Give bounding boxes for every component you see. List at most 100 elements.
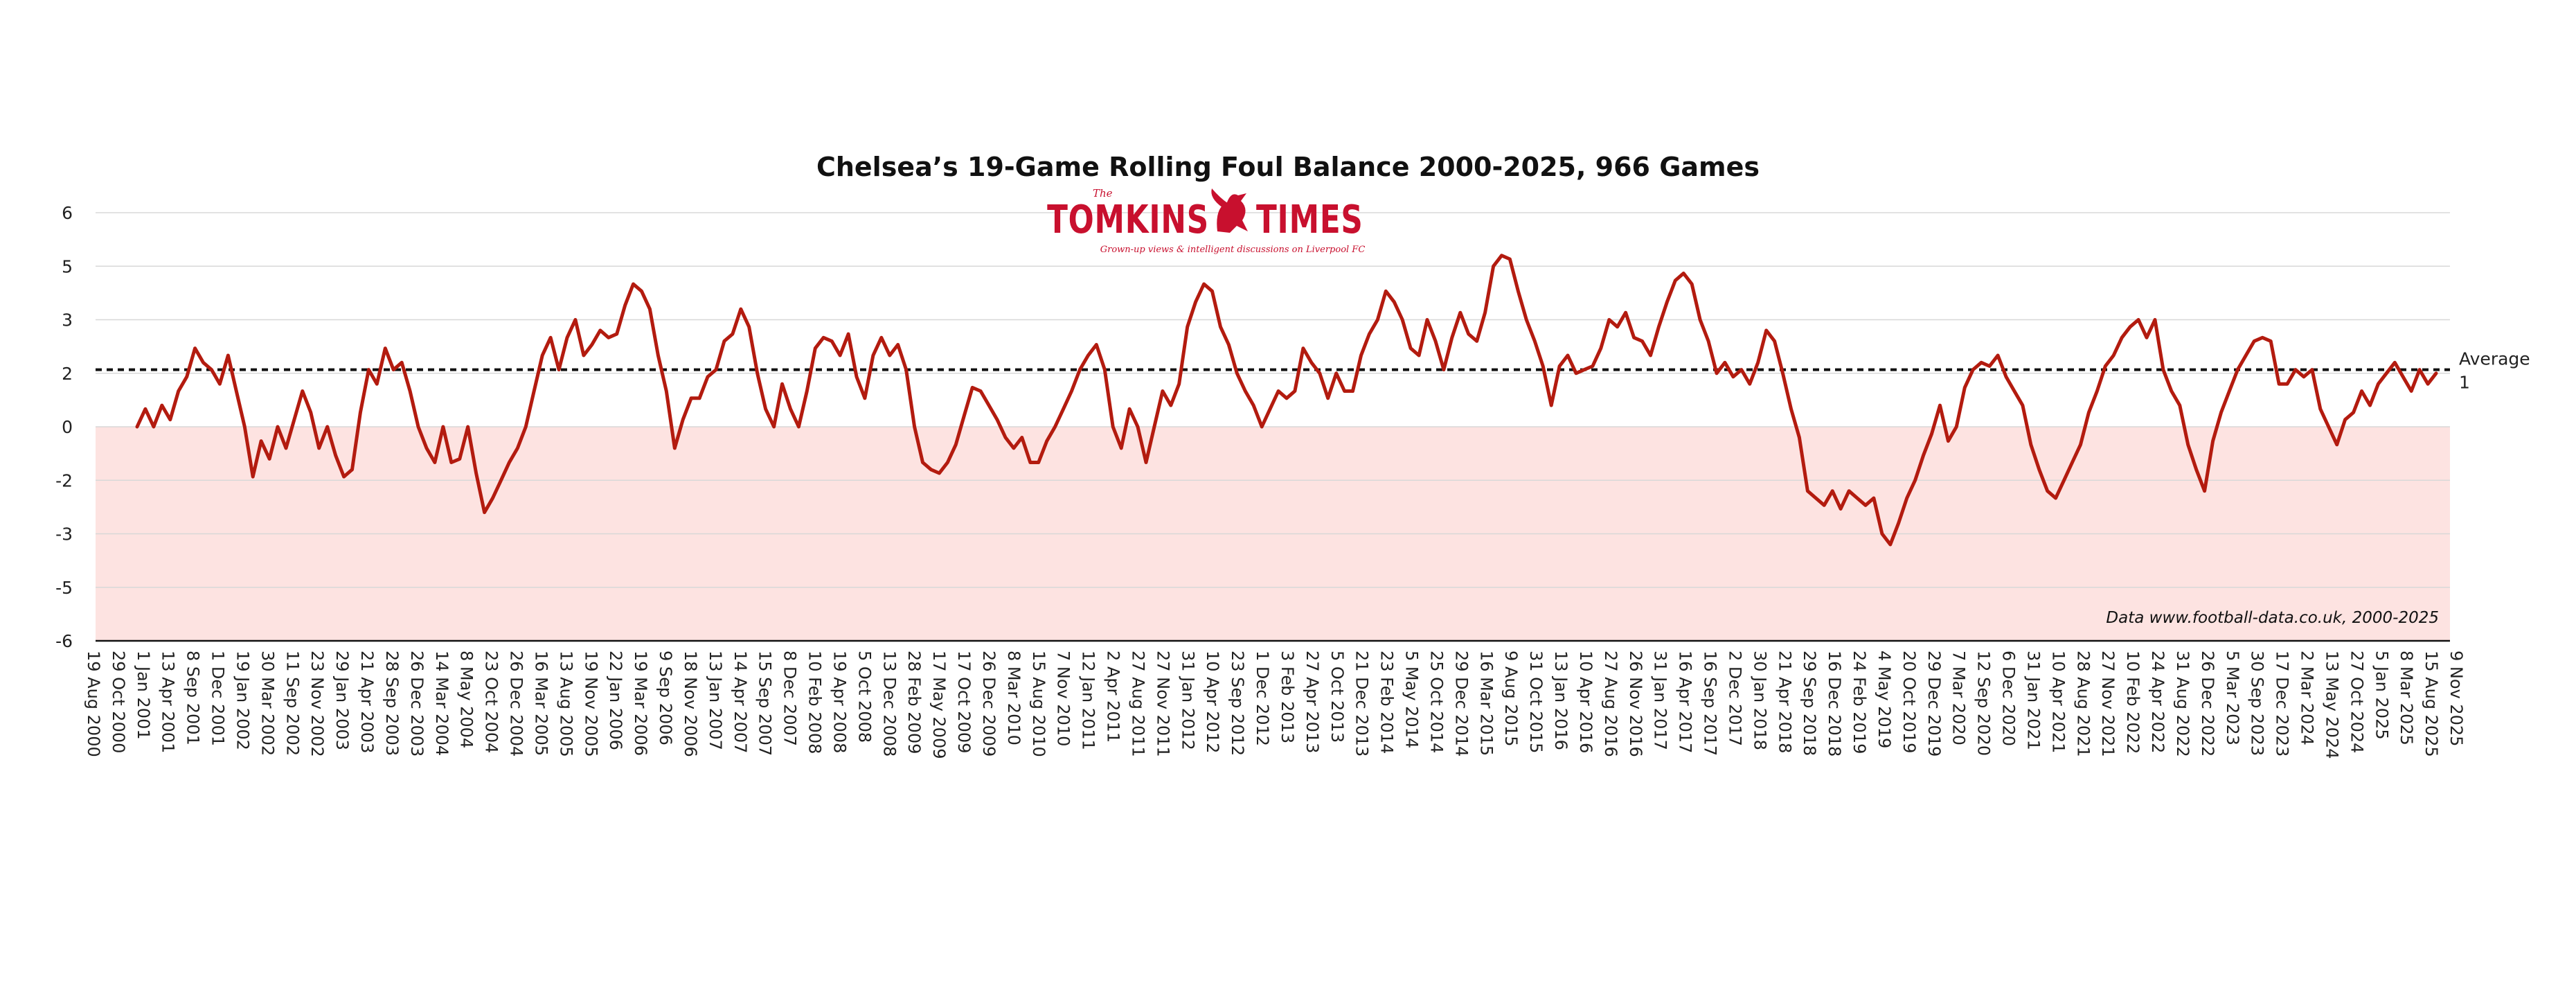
x-tick-label: 1 Dec 2001 — [208, 651, 228, 746]
x-tick-label: 29 Sep 2018 — [1800, 651, 1819, 756]
x-tick-label: 24 Feb 2019 — [1850, 651, 1869, 754]
x-tick-label: 26 Dec 2022 — [2198, 651, 2217, 757]
x-tick-label: 1 Jan 2001 — [134, 651, 153, 740]
x-tick-label: 29 Jan 2003 — [332, 651, 352, 750]
x-tick-label: 23 Oct 2004 — [482, 651, 501, 753]
x-tick-label: 24 Apr 2022 — [2148, 651, 2167, 753]
x-tick-label: 29 Oct 2000 — [109, 651, 128, 753]
x-tick-label: 27 Aug 2016 — [1601, 651, 1620, 757]
x-tick-label: 2 Dec 2017 — [1725, 651, 1744, 746]
x-tick-label: 31 Aug 2022 — [2173, 651, 2192, 757]
logo-name-right: TIMES — [1256, 197, 1363, 242]
x-tick-label: 19 Mar 2006 — [631, 651, 650, 756]
x-tick-label: 29 Dec 2019 — [1924, 651, 1944, 757]
x-tick-label: 23 Nov 2002 — [307, 651, 327, 757]
x-tick-label: 5 Oct 2013 — [1327, 651, 1347, 743]
x-tick-label: 10 Apr 2021 — [2048, 651, 2068, 753]
average-value-label: 1 — [2459, 373, 2470, 393]
x-tick-label: 13 Apr 2001 — [159, 651, 178, 753]
tomkins-times-logo: The TOMKINS TIMES Grown-up views & intel… — [1047, 187, 1365, 255]
y-axis-ticks: 6 5 3 2 0 -2 -3 -5 -6 — [55, 203, 73, 651]
x-tick-label: 19 Nov 2005 — [581, 651, 600, 757]
x-tick-label: 11 Sep 2002 — [283, 651, 302, 756]
x-tick-label: 26 Dec 2003 — [407, 651, 427, 757]
x-tick-label: 13 Jan 2007 — [706, 651, 725, 750]
x-tick-label: 18 Nov 2006 — [681, 651, 700, 757]
series-group — [135, 254, 2438, 547]
x-tick-label: 27 Nov 2011 — [1153, 651, 1172, 757]
x-tick-label: 23 Sep 2012 — [1228, 651, 1247, 756]
x-tick-label: 2 Mar 2024 — [2298, 651, 2317, 745]
x-tick-label: 8 Sep 2001 — [184, 651, 203, 745]
x-tick-label: 9 Nov 2025 — [2447, 651, 2466, 746]
liver-bird-shape — [1217, 193, 1248, 233]
x-tick-label: 8 Dec 2007 — [780, 651, 800, 746]
x-tick-label: 16 Mar 2015 — [1476, 651, 1496, 756]
y-tick-label: -2 — [55, 470, 73, 490]
x-tick-label: 9 Sep 2006 — [656, 651, 675, 745]
y-tick-label: 6 — [62, 203, 73, 223]
x-tick-label: 15 Aug 2010 — [1029, 651, 1048, 757]
x-tick-label: 10 Apr 2012 — [1203, 651, 1222, 753]
x-tick-label: 14 Apr 2007 — [731, 651, 750, 753]
x-tick-label: 21 Dec 2013 — [1352, 651, 1372, 757]
x-tick-label: 5 May 2014 — [1402, 651, 1422, 748]
x-tick-label: 5 Jan 2025 — [2372, 651, 2391, 740]
x-tick-label: 12 Sep 2020 — [1974, 651, 1994, 756]
x-tick-label: 8 May 2004 — [457, 651, 476, 748]
x-tick-label: 15 Aug 2025 — [2422, 651, 2441, 757]
y-tick-label: -3 — [55, 524, 73, 545]
chart-title: Chelsea’s 19-Game Rolling Foul Balance 2… — [816, 152, 1760, 182]
x-tick-label: 19 Jan 2002 — [233, 651, 252, 750]
x-tick-label: 27 Nov 2021 — [2098, 651, 2118, 757]
x-tick-label: 14 Mar 2004 — [432, 651, 451, 756]
x-tick-label: 30 Sep 2023 — [2248, 651, 2267, 756]
x-tick-label: 13 Aug 2005 — [556, 651, 575, 757]
x-tick-label: 21 Apr 2018 — [1775, 651, 1794, 753]
y-tick-label: 2 — [62, 364, 73, 384]
x-tick-label: 4 May 2019 — [1875, 651, 1894, 748]
x-tick-label: 16 Dec 2018 — [1825, 651, 1844, 757]
x-tick-label: 7 Nov 2010 — [1054, 651, 1073, 746]
x-tick-label: 13 Dec 2008 — [879, 651, 899, 757]
x-tick-label: 31 Jan 2012 — [1178, 651, 1197, 750]
x-tick-label: 10 Feb 2022 — [2123, 651, 2143, 754]
x-tick-label: 12 Jan 2011 — [1079, 651, 1098, 750]
x-tick-label: 21 Apr 2003 — [357, 651, 377, 753]
gridlines — [96, 212, 2450, 588]
x-tick-label: 15 Sep 2007 — [755, 651, 775, 756]
series-line — [135, 254, 2438, 547]
x-tick-label: 25 Oct 2014 — [1426, 651, 1446, 753]
x-tick-label: 20 Oct 2019 — [1899, 651, 1919, 753]
y-tick-label: -6 — [55, 631, 73, 651]
x-tick-label: 31 Jan 2021 — [2023, 651, 2043, 750]
x-tick-label: 6 Dec 2020 — [1999, 651, 2019, 746]
x-tick-label: 26 Dec 2004 — [507, 651, 526, 757]
x-tick-label: 29 Dec 2014 — [1451, 651, 1471, 757]
x-tick-label: 31 Jan 2017 — [1651, 651, 1670, 750]
x-tick-label: 28 Aug 2021 — [2073, 651, 2093, 757]
x-tick-label: 5 Mar 2023 — [2223, 651, 2242, 745]
x-tick-label: 10 Apr 2016 — [1576, 651, 1595, 753]
x-tick-label: 27 Oct 2024 — [2347, 651, 2366, 753]
liver-bird-wing — [1211, 188, 1228, 208]
average-label: Average — [2459, 349, 2530, 369]
x-tick-label: 13 May 2024 — [2322, 651, 2341, 759]
x-tick-label: 19 Aug 2000 — [84, 651, 103, 757]
x-tick-label: 31 Oct 2015 — [1526, 651, 1546, 753]
liver-bird-icon — [1211, 188, 1248, 233]
x-tick-label: 28 Feb 2009 — [904, 651, 924, 754]
x-tick-label: 17 Oct 2009 — [954, 651, 974, 753]
x-tick-label: 9 Aug 2015 — [1501, 651, 1521, 746]
x-tick-label: 27 Aug 2011 — [1128, 651, 1147, 757]
x-tick-label: 5 Oct 2008 — [855, 651, 874, 743]
logo-the-text: The — [1093, 187, 1113, 200]
source-note: Data www.football-data.co.uk, 2000-2025 — [2106, 609, 2439, 627]
x-tick-label: 19 Apr 2008 — [830, 651, 849, 753]
x-tick-label: 17 Dec 2023 — [2273, 651, 2292, 757]
y-tick-label: 3 — [62, 310, 73, 330]
x-tick-label: 2 Apr 2011 — [1104, 651, 1123, 743]
y-tick-label: -5 — [55, 578, 73, 598]
x-tick-label: 30 Mar 2002 — [258, 651, 277, 756]
